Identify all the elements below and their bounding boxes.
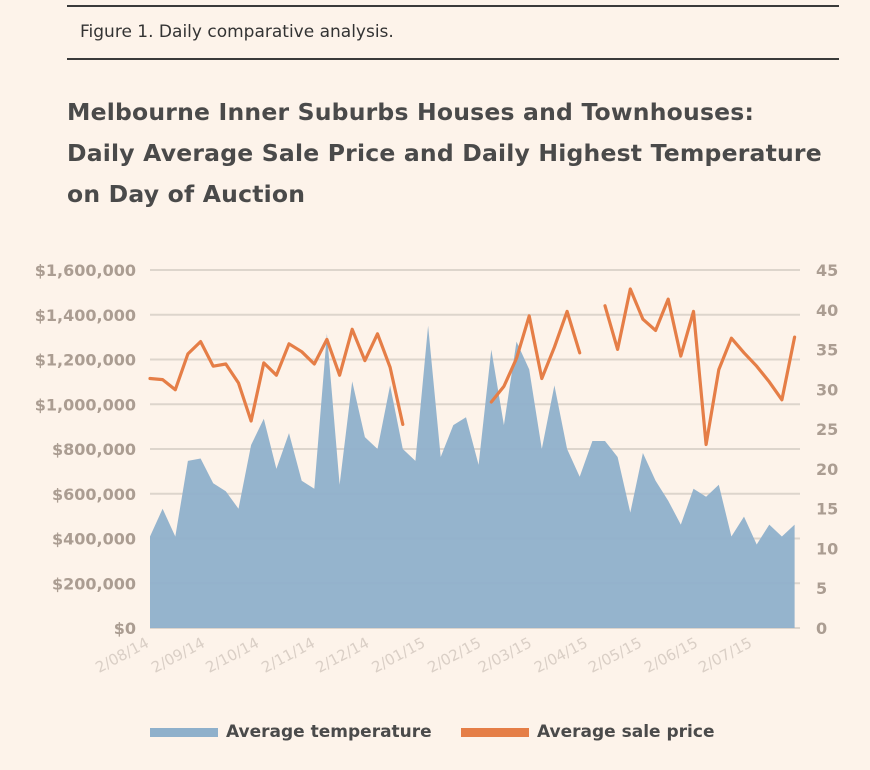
x-tick-label: 2/09/14: [148, 634, 208, 677]
price-line-segment: [148, 327, 405, 426]
legend-temperature: Average temperature: [150, 722, 432, 742]
left-tick-label: $800,000: [52, 440, 136, 459]
legend-swatch-price: [461, 727, 529, 737]
caption-rule: [67, 58, 839, 60]
price-line-segment: [489, 309, 582, 404]
right-tick-label: 20: [816, 460, 838, 479]
x-tick-label: 2/03/15: [475, 634, 535, 677]
left-tick-label: $600,000: [52, 485, 136, 504]
x-tick-label: 2/02/15: [425, 634, 485, 677]
left-tick-label: $200,000: [52, 574, 136, 593]
left-tick-label: $0: [114, 619, 136, 638]
left-axis-labels: $0 $200,000 $400,000 $600,000 $800,000 $1,000…: [35, 261, 136, 638]
left-tick-label: $1,400,000: [35, 306, 136, 325]
left-tick-label: $1,600,000: [35, 261, 136, 280]
left-tick-label: $1,200,000: [35, 351, 136, 370]
right-tick-label: 25: [816, 420, 838, 439]
legend-swatch-temperature: [150, 727, 218, 737]
right-tick-label: 30: [816, 380, 838, 399]
legend-label-price: Average sale price: [537, 722, 715, 742]
temperature-area-layer: [150, 325, 795, 628]
temperature-area: [150, 325, 795, 628]
right-tick-label: 35: [816, 341, 838, 360]
right-tick-label: 5: [816, 579, 827, 598]
legend-price: Average sale price: [461, 722, 715, 742]
right-axis-labels: 0 5 10 15 20 25 30 35 40 45: [816, 261, 838, 638]
x-tick-label: 2/11/14: [258, 634, 318, 677]
x-tick-label: 2/10/14: [203, 634, 263, 677]
legend-label-temperature: Average temperature: [226, 722, 432, 742]
top-rule: [67, 5, 839, 7]
chart-area: $0 $200,000 $400,000 $600,000 $800,000 $1,000…: [35, 261, 838, 677]
price-line-segment: [603, 287, 797, 447]
x-tick-label: 2/05/15: [585, 634, 645, 677]
x-tick-label: 2/12/14: [313, 634, 373, 677]
x-tick-label: 2/08/14: [92, 634, 152, 677]
chart-title: Melbourne Inner Suburbs Houses and Townh…: [67, 98, 822, 208]
x-tick-label: 2/04/15: [531, 634, 591, 677]
right-tick-label: 15: [816, 500, 838, 519]
left-tick-label: $400,000: [52, 530, 136, 549]
x-tick-label: 2/07/15: [695, 634, 755, 677]
x-tick-label: 2/01/15: [369, 634, 429, 677]
right-tick-label: 0: [816, 619, 827, 638]
x-tick-label: 2/06/15: [641, 634, 701, 677]
price-line-layer: [148, 287, 797, 447]
figure-caption: Figure 1. Daily comparative analysis.: [80, 22, 394, 42]
right-tick-label: 40: [816, 301, 838, 320]
right-tick-label: 10: [816, 539, 838, 558]
left-tick-label: $1,000,000: [35, 395, 136, 414]
right-tick-label: 45: [816, 261, 838, 280]
x-axis-labels: 2/08/142/09/142/10/142/11/142/12/142/01/…: [92, 634, 755, 677]
